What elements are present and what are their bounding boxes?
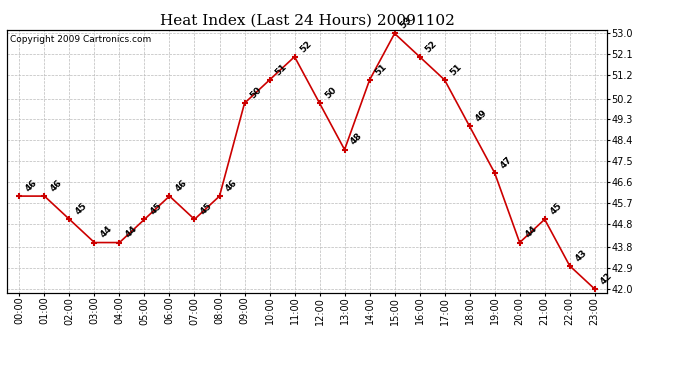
Text: 46: 46: [48, 178, 64, 194]
Text: 52: 52: [424, 39, 439, 54]
Title: Heat Index (Last 24 Hours) 20091102: Heat Index (Last 24 Hours) 20091102: [159, 13, 455, 27]
Text: 46: 46: [224, 178, 239, 194]
Text: 46: 46: [174, 178, 189, 194]
Text: 43: 43: [574, 248, 589, 263]
Text: 53: 53: [399, 15, 414, 31]
Text: 51: 51: [274, 62, 289, 77]
Text: 49: 49: [474, 108, 489, 124]
Text: 51: 51: [448, 62, 464, 77]
Text: 51: 51: [374, 62, 389, 77]
Text: 50: 50: [324, 85, 339, 100]
Text: 48: 48: [348, 132, 364, 147]
Text: Copyright 2009 Cartronics.com: Copyright 2009 Cartronics.com: [10, 35, 151, 44]
Text: 47: 47: [499, 155, 514, 170]
Text: 52: 52: [299, 39, 314, 54]
Text: 44: 44: [524, 224, 539, 240]
Text: 45: 45: [199, 201, 214, 216]
Text: 45: 45: [148, 201, 164, 216]
Text: 45: 45: [74, 201, 89, 216]
Text: 44: 44: [99, 224, 114, 240]
Text: 46: 46: [23, 178, 39, 194]
Text: 44: 44: [124, 224, 139, 240]
Text: 45: 45: [549, 201, 564, 216]
Text: 42: 42: [599, 271, 614, 286]
Text: 50: 50: [248, 85, 264, 100]
